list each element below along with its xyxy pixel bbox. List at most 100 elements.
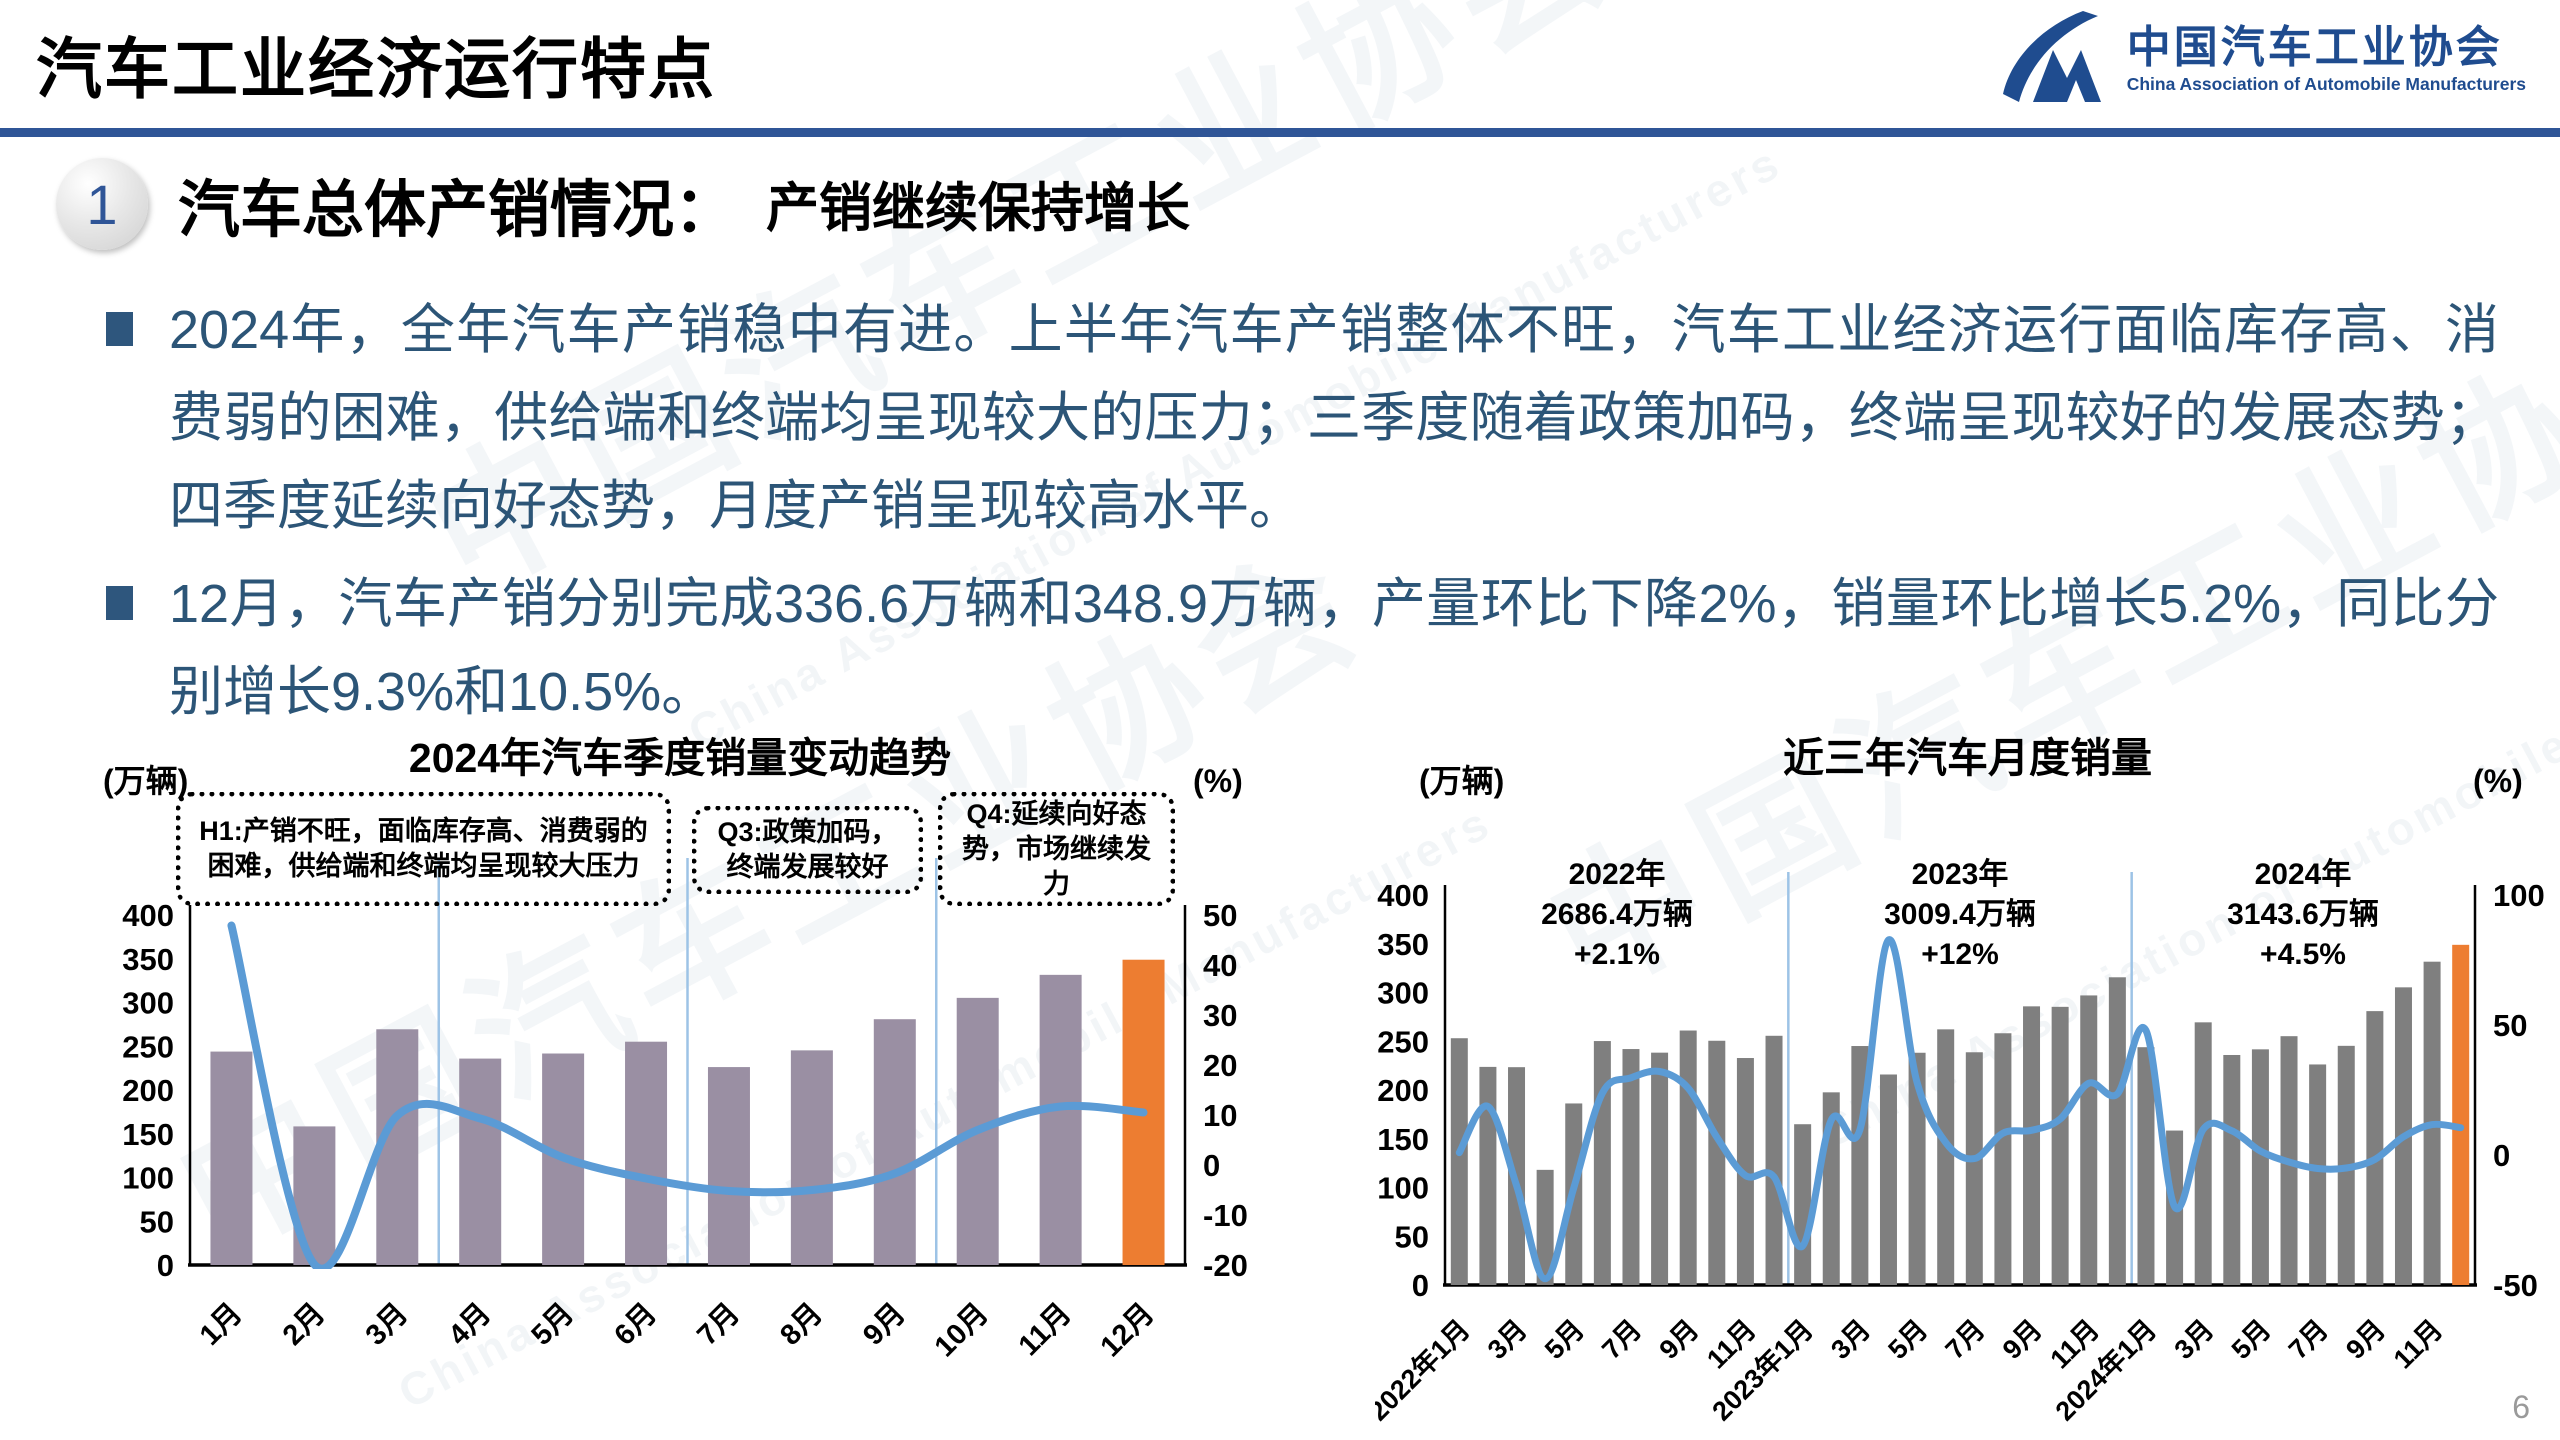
x-tick-label: 3月 xyxy=(1482,1314,1533,1365)
bar-26 xyxy=(2194,1022,2212,1285)
bar-20 xyxy=(2023,1006,2041,1285)
page-number: 6 xyxy=(2512,1389,2530,1425)
annotation-line: +4.5% xyxy=(2260,938,2346,971)
bar-27 xyxy=(2223,1054,2241,1285)
bar-32 xyxy=(2366,1011,2384,1285)
left-tick-label: 350 xyxy=(1377,927,1429,962)
caam-logo: 中国汽车工业协会 China Association of Automobile… xyxy=(1995,10,2526,110)
bar-6 xyxy=(1622,1049,1640,1285)
x-tick-label: 3月 xyxy=(2169,1314,2220,1365)
section-heading-main: 汽车总体产销情况： xyxy=(178,176,737,245)
title-divider xyxy=(0,128,2560,137)
x-tick-label: 7月 xyxy=(1596,1314,1647,1365)
right-tick-label: 50 xyxy=(2493,1008,2527,1043)
x-tick-label: 11月 xyxy=(2388,1314,2448,1374)
x-tick-label: 7月 xyxy=(1940,1314,1991,1365)
bar-21 xyxy=(2051,1006,2069,1285)
x-tick-label: 6月 xyxy=(608,1297,663,1352)
annotation-line: 3143.6万辆 xyxy=(2227,898,2379,931)
monthly-sales-chart: 0 50 100 150 200 250 300 350 400 -50 0 50 100 2022年1月… xyxy=(1375,722,2560,1437)
right-tick-label: -20 xyxy=(1203,1248,1248,1283)
callout-q3: Q3:政策加码，终端发展较好 xyxy=(692,806,923,894)
section-heading-sub: 产销继续保持增长 xyxy=(766,179,1191,238)
bullet-square-icon xyxy=(106,586,133,620)
bar-8 xyxy=(873,1019,916,1265)
logo-org-name-cn: 中国汽车工业协会 xyxy=(2126,23,2503,73)
x-tick-label: 5月 xyxy=(526,1297,581,1352)
annotation-2022: 2022年 2686.4万辆 +2.1% xyxy=(1450,855,1784,975)
annotation-line: 2022年 xyxy=(1568,858,1666,891)
right-tick-label: 0 xyxy=(2493,1138,2510,1173)
annotation-line: 2024年 xyxy=(2254,858,2352,891)
bar-11 xyxy=(1765,1035,1783,1285)
left-tick-label: 200 xyxy=(122,1073,174,1108)
bar-35 xyxy=(2452,944,2470,1285)
section-heading: 1 汽车总体产销情况： 产销继续保持增长 xyxy=(56,158,1190,250)
bullet-item: 2024年，全年汽车产销稳中有进。上半年汽车产销整体不旺，汽车工业经济运行面临库… xyxy=(100,286,2510,550)
left-tick-label: 400 xyxy=(1377,878,1429,913)
x-tick-label: 2月 xyxy=(277,1297,332,1352)
bar-17 xyxy=(1937,1029,1955,1285)
left-tick-label: 100 xyxy=(1377,1171,1429,1206)
left-tick-label: 150 xyxy=(1377,1122,1429,1157)
x-tick-label: 9月 xyxy=(857,1297,912,1352)
left-tick-label: 350 xyxy=(122,942,174,977)
bullet-item: 12月，汽车产销分别完成336.6万辆和348.9万辆，产量环比下降2%，销量环… xyxy=(100,560,2510,736)
right-tick-label: 100 xyxy=(2493,878,2545,913)
left-tick-label: 100 xyxy=(122,1161,174,1196)
left-tick-label: 250 xyxy=(1377,1024,1429,1059)
x-tick-label: 12月 xyxy=(1095,1297,1161,1363)
bar-10 xyxy=(1039,974,1082,1265)
bar-7 xyxy=(1651,1052,1669,1285)
logo-org-name-en: China Association of Automobile Manufact… xyxy=(2126,73,2526,94)
bar-23 xyxy=(2108,977,2126,1285)
logo-text: 中国汽车工业协会 China Association of Automobile… xyxy=(2127,25,2526,94)
bar-18 xyxy=(1965,1052,1983,1285)
bullet-list: 2024年，全年汽车产销稳中有进。上半年汽车产销整体不旺，汽车工业经济运行面临库… xyxy=(100,286,2510,736)
x-tick-label: 7月 xyxy=(2283,1314,2334,1365)
left-tick-label: 200 xyxy=(1377,1073,1429,1108)
left-axis-unit-label: (万辆) xyxy=(1419,763,1504,799)
x-tick-label: 11月 xyxy=(1013,1297,1078,1362)
right-tick-label: 20 xyxy=(1203,1048,1237,1083)
left-tick-label: 150 xyxy=(122,1117,174,1152)
x-tick-label: 1月 xyxy=(194,1297,249,1352)
bar-30 xyxy=(2309,1064,2327,1285)
chart-title: 2024年汽车季度销量变动趋势 xyxy=(408,735,952,781)
annotation-line: 3009.4万辆 xyxy=(1884,898,2036,931)
x-tick-label: 10月 xyxy=(929,1297,995,1363)
yoy-growth-line xyxy=(1455,936,2465,1283)
annotation-line: 2023年 xyxy=(1911,858,2009,891)
left-tick-label: 0 xyxy=(157,1248,174,1283)
x-tick-label: 5月 xyxy=(1882,1314,1933,1365)
left-tick-label: 250 xyxy=(122,1029,174,1064)
annotation-line: +2.1% xyxy=(1574,938,1660,971)
quarterly-sales-chart: 0 50 100 150 200 250 300 350 400 -20 -10 0 10 20 30 40 5… xyxy=(95,722,1265,1437)
left-tick-label: 50 xyxy=(1395,1219,1429,1254)
bar-15 xyxy=(1879,1074,1897,1285)
caam-logo-icon xyxy=(2002,11,2101,102)
callout-q4: Q4:延续向好态势，市场继续发力 xyxy=(938,792,1175,906)
bar-5 xyxy=(1593,1041,1611,1285)
right-tick-label: 50 xyxy=(1203,898,1237,933)
bar-19 xyxy=(1994,1033,2012,1285)
bar-0 xyxy=(210,1051,253,1265)
x-tick-label: 5月 xyxy=(2226,1314,2277,1365)
annotation-2023: 2023年 3009.4万辆 +12% xyxy=(1793,855,2127,975)
left-tick-label: 400 xyxy=(122,898,174,933)
right-axis-unit-label: (%) xyxy=(2473,763,2523,799)
right-tick-label: -50 xyxy=(2493,1268,2538,1303)
bar-24 xyxy=(2137,1047,2155,1285)
bar-12 xyxy=(1794,1124,1812,1285)
x-tick-label: 5月 xyxy=(1539,1314,1590,1365)
x-tick-label: 9月 xyxy=(1654,1314,1705,1365)
callout-h1: H1:产销不旺，面临库存高、消费弱的困难，供给端和终端均呈现较大压力 xyxy=(176,792,671,906)
right-tick-label: 10 xyxy=(1203,1098,1237,1133)
bar-3 xyxy=(459,1058,502,1265)
right-tick-label: 40 xyxy=(1203,948,1237,983)
x-tick-label: 9月 xyxy=(2340,1314,2391,1365)
bar-0 xyxy=(1450,1038,1468,1285)
left-tick-label: 300 xyxy=(122,986,174,1021)
bar-6 xyxy=(707,1067,750,1265)
